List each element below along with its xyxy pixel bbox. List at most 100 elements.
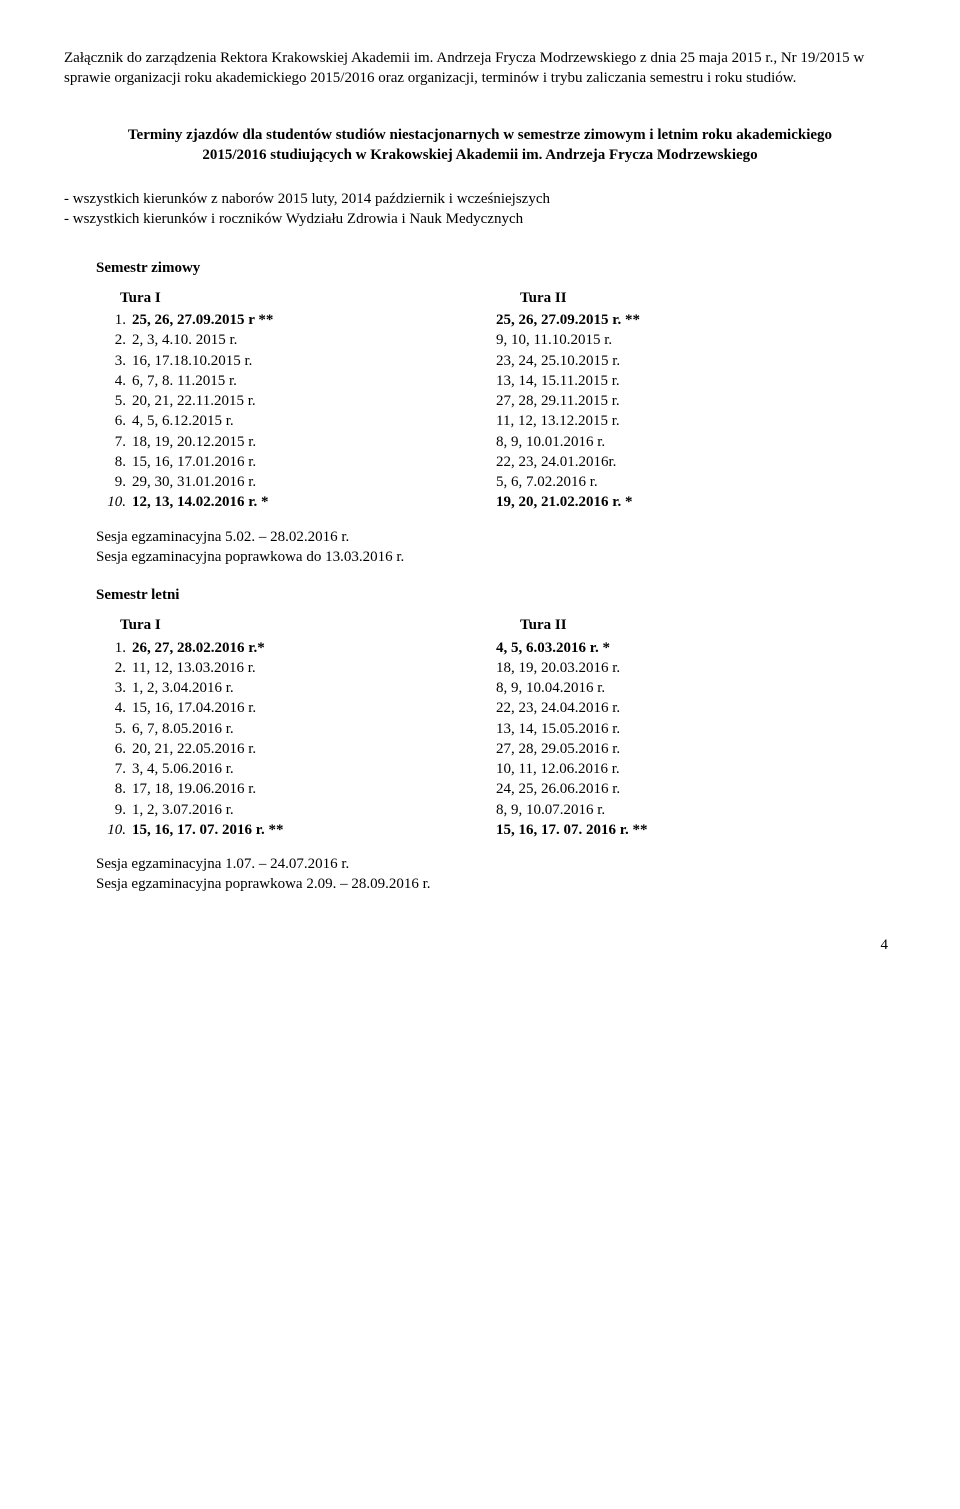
list-item-value: 24, 25, 26.06.2016 r. (496, 779, 896, 799)
winter-col-1: Tura I 1.25, 26, 27.09.2015 r **2.2, 3, … (64, 288, 496, 513)
list-item: 25, 26, 27.09.2015 r. ** (496, 310, 896, 330)
list-item-value: 15, 16, 17.04.2016 r. (132, 698, 496, 718)
list-item-number: 7. (96, 432, 132, 452)
summer-col1-header: Tura I (96, 615, 496, 635)
list-item: 15, 16, 17. 07. 2016 r. ** (496, 820, 896, 840)
list-item: 2.2, 3, 4.10. 2015 r. (96, 330, 496, 350)
list-item: 8, 9, 10.07.2016 r. (496, 800, 896, 820)
list-item-value: 4, 5, 6.12.2015 r. (132, 411, 496, 431)
list-item: 8, 9, 10.04.2016 r. (496, 678, 896, 698)
list-item-number: 9. (96, 472, 132, 492)
list-item-number: 2. (96, 658, 132, 678)
list-item-value: 19, 20, 21.02.2016 r. * (496, 492, 896, 512)
list-item-value: 8, 9, 10.04.2016 r. (496, 678, 896, 698)
winter-heading: Semestr zimowy (96, 258, 896, 278)
list-item-value: 4, 5, 6.03.2016 r. * (496, 638, 896, 658)
list-item-value: 5, 6, 7.02.2016 r. (496, 472, 896, 492)
list-item: 18, 19, 20.03.2016 r. (496, 658, 896, 678)
note-line: - wszystkich kierunków i roczników Wydzi… (64, 209, 896, 229)
list-item-value: 13, 14, 15.05.2016 r. (496, 719, 896, 739)
page-number: 4 (64, 935, 896, 955)
list-item-value: 6, 7, 8. 11.2015 r. (132, 371, 496, 391)
list-item-value: 15, 16, 17. 07. 2016 r. ** (132, 820, 496, 840)
list-item: 4, 5, 6.03.2016 r. * (496, 638, 896, 658)
note-line: - wszystkich kierunków z naborów 2015 lu… (64, 189, 896, 209)
attachment-header-text: Załącznik do zarządzenia Rektora Krakows… (64, 50, 864, 86)
list-item: 2.11, 12, 13.03.2016 r. (96, 658, 496, 678)
list-item-value: 1, 2, 3.04.2016 r. (132, 678, 496, 698)
list-item-value: 26, 27, 28.02.2016 r.* (132, 638, 496, 658)
session-line: Sesja egzaminacyjna poprawkowa 2.09. – 2… (96, 874, 896, 894)
winter-columns: Tura I 1.25, 26, 27.09.2015 r **2.2, 3, … (64, 288, 896, 513)
summer-col-1: Tura I 1.26, 27, 28.02.2016 r.*2.11, 12,… (64, 615, 496, 840)
summer-col2-header: Tura II (496, 615, 896, 635)
list-item-value: 9, 10, 11.10.2015 r. (496, 330, 896, 350)
list-item-value: 27, 28, 29.05.2016 r. (496, 739, 896, 759)
list-item-number: 6. (96, 739, 132, 759)
attachment-header: Załącznik do zarządzenia Rektora Krakows… (64, 48, 896, 89)
list-item: 8.17, 18, 19.06.2016 r. (96, 779, 496, 799)
list-item: 9.29, 30, 31.01.2016 r. (96, 472, 496, 492)
list-item-value: 10, 11, 12.06.2016 r. (496, 759, 896, 779)
list-item-value: 12, 13, 14.02.2016 r. * (132, 492, 496, 512)
summer-heading: Semestr letni (96, 585, 896, 605)
notes-block: - wszystkich kierunków z naborów 2015 lu… (64, 189, 896, 230)
summer-col-2: Tura II 4, 5, 6.03.2016 r. *18, 19, 20.0… (496, 615, 896, 840)
list-item-value: 18, 19, 20.03.2016 r. (496, 658, 896, 678)
list-item: 8.15, 16, 17.01.2016 r. (96, 452, 496, 472)
list-item-value: 20, 21, 22.05.2016 r. (132, 739, 496, 759)
list-item: 23, 24, 25.10.2015 r. (496, 351, 896, 371)
winter-sessions: Sesja egzaminacyjna 5.02. – 28.02.2016 r… (96, 527, 896, 568)
list-item: 4.6, 7, 8. 11.2015 r. (96, 371, 496, 391)
winter-list-2: 25, 26, 27.09.2015 r. **9, 10, 11.10.201… (496, 310, 896, 513)
list-item-value: 2, 3, 4.10. 2015 r. (132, 330, 496, 350)
list-item: 24, 25, 26.06.2016 r. (496, 779, 896, 799)
list-item-value: 3, 4, 5.06.2016 r. (132, 759, 496, 779)
list-item-number: 8. (96, 779, 132, 799)
list-item: 5.6, 7, 8.05.2016 r. (96, 719, 496, 739)
list-item-value: 15, 16, 17. 07. 2016 r. ** (496, 820, 896, 840)
winter-col1-header: Tura I (96, 288, 496, 308)
list-item: 10, 11, 12.06.2016 r. (496, 759, 896, 779)
list-item-value: 22, 23, 24.04.2016 r. (496, 698, 896, 718)
list-item-number: 4. (96, 698, 132, 718)
list-item-value: 27, 28, 29.11.2015 r. (496, 391, 896, 411)
list-item-number: 10. (96, 492, 132, 512)
list-item-value: 22, 23, 24.01.2016r. (496, 452, 896, 472)
list-item: 11, 12, 13.12.2015 r. (496, 411, 896, 431)
session-line: Sesja egzaminacyjna 1.07. – 24.07.2016 r… (96, 854, 896, 874)
session-line: Sesja egzaminacyjna 5.02. – 28.02.2016 r… (96, 527, 896, 547)
list-item: 10.12, 13, 14.02.2016 r. * (96, 492, 496, 512)
list-item-number: 7. (96, 759, 132, 779)
list-item-number: 2. (96, 330, 132, 350)
winter-list-1: 1.25, 26, 27.09.2015 r **2.2, 3, 4.10. 2… (96, 310, 496, 513)
list-item-number: 3. (96, 678, 132, 698)
list-item: 27, 28, 29.11.2015 r. (496, 391, 896, 411)
list-item-value: 23, 24, 25.10.2015 r. (496, 351, 896, 371)
summer-columns: Tura I 1.26, 27, 28.02.2016 r.*2.11, 12,… (64, 615, 896, 840)
list-item-value: 20, 21, 22.11.2015 r. (132, 391, 496, 411)
list-item-value: 8, 9, 10.07.2016 r. (496, 800, 896, 820)
list-item: 3.16, 17.18.10.2015 r. (96, 351, 496, 371)
session-line: Sesja egzaminacyjna poprawkowa do 13.03.… (96, 547, 896, 567)
list-item: 10.15, 16, 17. 07. 2016 r. ** (96, 820, 496, 840)
list-item: 22, 23, 24.01.2016r. (496, 452, 896, 472)
list-item-number: 5. (96, 391, 132, 411)
list-item: 1.25, 26, 27.09.2015 r ** (96, 310, 496, 330)
list-item: 1.26, 27, 28.02.2016 r.* (96, 638, 496, 658)
list-item-value: 11, 12, 13.03.2016 r. (132, 658, 496, 678)
list-item-number: 8. (96, 452, 132, 472)
list-item: 5.20, 21, 22.11.2015 r. (96, 391, 496, 411)
list-item-value: 17, 18, 19.06.2016 r. (132, 779, 496, 799)
list-item-number: 6. (96, 411, 132, 431)
winter-col2-header: Tura II (496, 288, 896, 308)
summer-list-1: 1.26, 27, 28.02.2016 r.*2.11, 12, 13.03.… (96, 638, 496, 841)
list-item-value: 29, 30, 31.01.2016 r. (132, 472, 496, 492)
list-item-value: 16, 17.18.10.2015 r. (132, 351, 496, 371)
list-item-number: 1. (96, 310, 132, 330)
list-item-number: 9. (96, 800, 132, 820)
winter-col-2: Tura II 25, 26, 27.09.2015 r. **9, 10, 1… (496, 288, 896, 513)
list-item-value: 1, 2, 3.07.2016 r. (132, 800, 496, 820)
list-item-number: 3. (96, 351, 132, 371)
list-item: 13, 14, 15.11.2015 r. (496, 371, 896, 391)
